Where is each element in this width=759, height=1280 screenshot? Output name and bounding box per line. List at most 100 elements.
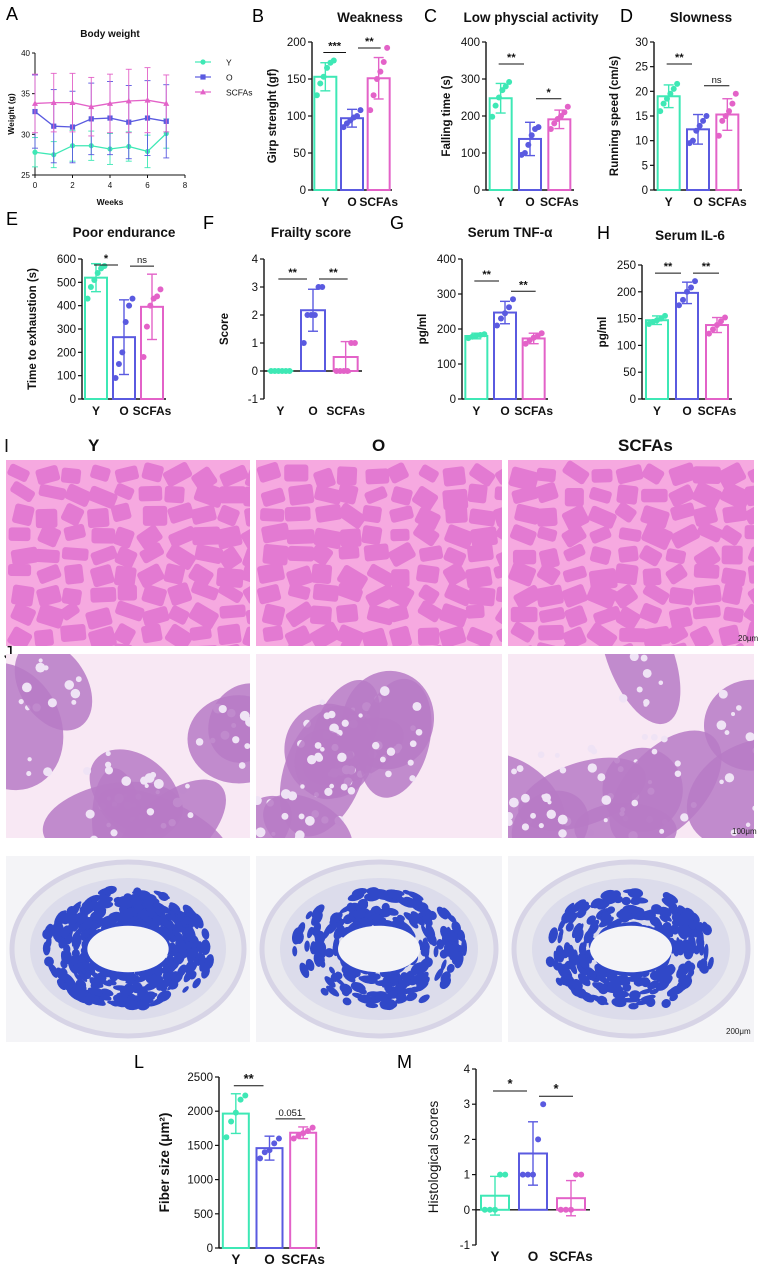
data-point-o xyxy=(257,1155,264,1162)
data-point-o xyxy=(115,361,122,367)
significance-label: ** xyxy=(507,52,516,64)
x-tick-label: SCFAs xyxy=(281,1252,325,1267)
y-axis-label: pg/ml xyxy=(597,317,609,348)
y-tick-label: 600 xyxy=(57,254,76,266)
panel-label-L: L xyxy=(134,1052,144,1072)
y-tick-label: 0 xyxy=(252,366,258,378)
chart-title: Frailty score xyxy=(271,225,352,240)
data-point-scfas xyxy=(125,97,132,104)
x-axis-label: Weeks xyxy=(97,197,124,207)
x-tick-label: SCFAs xyxy=(698,404,737,418)
data-point-y xyxy=(91,277,98,283)
x-tick-label: SCFAs xyxy=(133,404,172,418)
chart-panel-d: Slowness 0 5 10 15 20 25 30 Running speed (cm/s)… xyxy=(609,10,747,209)
y-tick-label: 50 xyxy=(623,367,636,379)
data-point-scfas xyxy=(561,109,568,116)
data-point-o xyxy=(266,1147,273,1154)
y-tick-label: 0 xyxy=(474,185,480,197)
data-point-scfas xyxy=(568,1206,574,1213)
data-point-o xyxy=(354,113,361,119)
data-point-scfas xyxy=(562,1206,569,1213)
data-point-o xyxy=(261,1149,268,1156)
y-tick-label: 1000 xyxy=(187,1175,213,1187)
data-point-o xyxy=(684,288,690,295)
data-point-o xyxy=(119,349,126,356)
data-point-scfas xyxy=(522,340,529,347)
data-point-y xyxy=(324,64,331,71)
data-point-scfas xyxy=(732,90,739,97)
significance-label: ** xyxy=(702,261,711,273)
significance-label: ** xyxy=(365,36,374,48)
x-tick-label: O xyxy=(500,404,509,418)
data-point-scfas xyxy=(373,76,380,82)
data-point-y xyxy=(32,149,38,155)
data-point-o xyxy=(271,1140,278,1147)
x-tick-label: O xyxy=(528,1249,539,1264)
y-tick-label: 200 xyxy=(437,324,456,336)
data-point-o xyxy=(540,1101,547,1108)
y-tick-label: 1 xyxy=(464,1170,470,1182)
panel-label-C: C xyxy=(424,6,437,26)
data-point-o xyxy=(519,1171,526,1178)
data-point-y xyxy=(492,1206,498,1213)
data-point-y xyxy=(320,73,327,80)
data-point-y xyxy=(660,100,667,107)
series-line-o xyxy=(34,111,167,128)
data-point-scfas xyxy=(722,314,728,321)
data-point-scfas xyxy=(300,1130,307,1137)
x-tick-label: O xyxy=(264,1252,275,1267)
data-point-o xyxy=(693,127,700,134)
chart-panel-h: Serum IL-6 0 50 100 150 200 250 pg/ml Y O SCFAs ** *… xyxy=(597,228,737,418)
data-point-y xyxy=(232,1109,239,1116)
data-point-scfas xyxy=(154,293,161,300)
data-point-o xyxy=(506,304,512,311)
data-point-o xyxy=(311,312,318,318)
chart-panel-g: Serum TNF-α 0 100 200 300 400 pg/ml Y O SCFAs ** ** xyxy=(417,225,553,418)
y-tick-label: 15 xyxy=(635,111,648,123)
y-tick-label: 400 xyxy=(437,254,456,266)
data-point-o xyxy=(535,1136,542,1143)
y-tick-label: 100 xyxy=(617,340,636,352)
y-axis-label: Score xyxy=(219,313,231,345)
x-tick-label: Y xyxy=(276,404,284,418)
data-point-o xyxy=(112,375,119,381)
data-point-scfas xyxy=(370,92,377,99)
x-tick-label: 0 xyxy=(33,181,38,190)
significance-label: * xyxy=(547,87,552,99)
data-point-scfas xyxy=(295,1132,302,1139)
y-tick-label: 0 xyxy=(207,1243,213,1255)
legend-marker-y xyxy=(200,59,206,65)
x-tick-label: SCFAs xyxy=(514,404,553,418)
y-tick-label: 5 xyxy=(642,160,648,172)
panel-label-A: A xyxy=(6,4,18,24)
panel-label-F: F xyxy=(203,213,214,233)
chart-title: Weakness xyxy=(337,10,403,25)
data-point-o xyxy=(122,319,129,325)
scale-bar-k: 200μm xyxy=(726,1027,751,1036)
y-axis-label: Time to exhaustion (s) xyxy=(27,268,39,390)
significance-label: * xyxy=(104,253,109,265)
y-tick-label: 0 xyxy=(464,1205,470,1217)
data-point-y xyxy=(84,295,91,302)
data-point-scfas xyxy=(710,326,716,333)
data-point-o xyxy=(528,132,535,139)
histology-image-i-scfas xyxy=(508,460,754,646)
data-point-scfas xyxy=(304,1128,311,1135)
x-tick-label: Y xyxy=(497,195,505,209)
data-point-scfas xyxy=(538,330,545,337)
data-point-o xyxy=(502,310,508,317)
data-point-scfas xyxy=(547,125,554,132)
column-title-o: O xyxy=(372,436,386,455)
chart-title: Body weight xyxy=(80,29,140,40)
y-tick-label: 20 xyxy=(635,86,648,98)
bar-y xyxy=(645,319,669,401)
x-tick-label: SCFAs xyxy=(708,195,747,209)
x-tick-label: O xyxy=(119,404,128,418)
y-tick-label: 300 xyxy=(461,74,480,86)
scale-bar-j: 100μm xyxy=(732,827,757,836)
x-tick-label: 8 xyxy=(183,181,188,190)
chart-title: Serum IL-6 xyxy=(655,228,725,243)
legend-marker-scfas xyxy=(200,88,206,95)
y-tick-label: 300 xyxy=(57,324,76,336)
